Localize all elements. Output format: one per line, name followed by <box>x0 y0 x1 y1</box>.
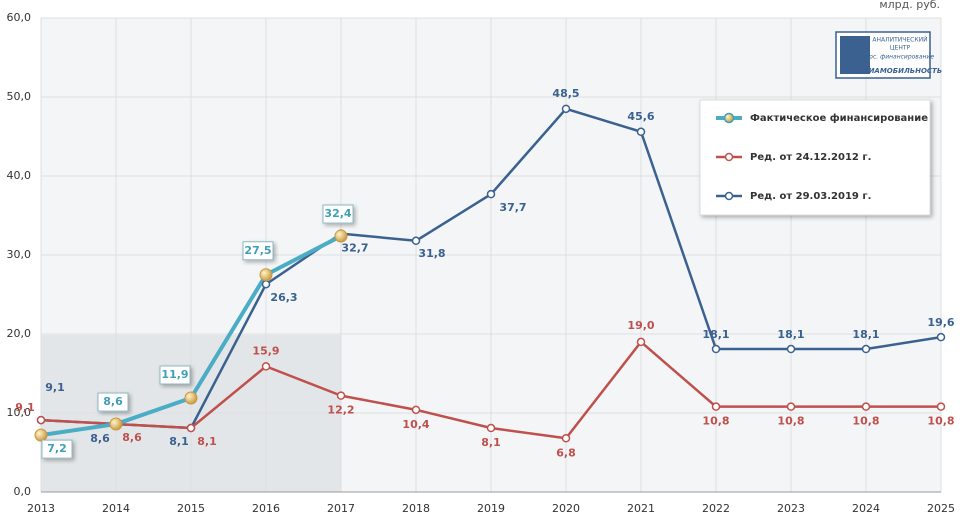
y-tick-label: 30,0 <box>7 248 32 261</box>
x-tick-label: 2020 <box>552 502 580 515</box>
data-point <box>711 344 721 354</box>
data-label: 48,5 <box>552 87 579 100</box>
data-point <box>861 344 871 354</box>
data-point <box>486 189 496 199</box>
x-tick-label: 2016 <box>252 502 280 515</box>
data-label: 8,1 <box>481 436 501 449</box>
data-point <box>936 402 946 411</box>
x-tick-label: 2024 <box>852 502 880 515</box>
data-point <box>636 337 646 347</box>
data-label: 9,1 <box>45 381 65 394</box>
legend-label: Ред. от 29.03.2019 г. <box>750 191 871 202</box>
data-label: 18,1 <box>702 328 729 341</box>
data-label: 10,8 <box>702 415 729 428</box>
y-tick-label: 50,0 <box>7 90 32 103</box>
legend-marker <box>724 191 734 201</box>
data-label: 10,8 <box>927 415 954 428</box>
data-label: 32,7 <box>341 242 368 255</box>
data-label: 19,6 <box>927 316 954 329</box>
y-tick-label: 0,0 <box>14 485 32 498</box>
legend-label: Фактическое финансирование <box>750 112 928 124</box>
data-label: 26,3 <box>270 291 297 304</box>
data-label: 15,9 <box>252 344 279 357</box>
data-point <box>259 268 273 282</box>
data-point <box>36 415 46 425</box>
data-point <box>411 236 421 246</box>
x-tick-label: 2021 <box>627 502 655 515</box>
x-tick-label: 2015 <box>177 502 205 515</box>
data-label: 9,1 <box>15 401 35 414</box>
data-label: 8,6 <box>122 431 142 444</box>
data-label: 45,6 <box>627 110 654 123</box>
legend-marker <box>723 112 735 124</box>
data-label: 12,2 <box>327 404 354 417</box>
legend-marker <box>724 152 734 162</box>
legend-label: Ред. от 24.12.2012 г. <box>750 152 871 163</box>
y-tick-label: 60,0 <box>7 11 32 24</box>
data-point <box>34 428 48 442</box>
data-label: 27,5 <box>244 244 271 257</box>
data-point <box>261 362 271 371</box>
x-tick-label: 2014 <box>102 502 130 515</box>
x-tick-label: 2013 <box>27 502 55 515</box>
x-tick-label: 2022 <box>702 502 730 515</box>
unit-label: млрд. руб. <box>879 0 940 11</box>
data-point <box>186 423 196 433</box>
data-label: 8,6 <box>103 395 123 408</box>
data-label: 11,9 <box>161 368 188 381</box>
logo-text: АВИАМОБИЛЬНОСТЬ <box>857 67 942 75</box>
data-point <box>936 332 946 342</box>
logo-text: ЦЕНТР <box>890 45 911 52</box>
y-tick-label: 10,0 <box>7 406 32 419</box>
y-tick-label: 40,0 <box>7 169 32 182</box>
data-label: 10,4 <box>402 418 429 431</box>
data-point <box>334 229 348 243</box>
label-box <box>322 204 354 224</box>
data-point <box>561 434 571 443</box>
logo-text: Гос. финансирование <box>866 54 934 61</box>
data-point <box>184 391 198 405</box>
data-point <box>486 423 496 433</box>
data-point <box>336 391 346 400</box>
data-label: 8,1 <box>197 435 217 448</box>
data-label: 18,1 <box>777 328 804 341</box>
data-point <box>411 405 421 415</box>
logo: АНАЛИТИЧЕСКИЙ ЦЕНТР Гос. финансирование … <box>835 31 942 79</box>
data-point <box>786 402 796 411</box>
data-point <box>861 402 871 411</box>
y-tick-label: 20,0 <box>7 327 32 340</box>
data-label: 10,8 <box>777 415 804 428</box>
x-tick-label: 2019 <box>477 502 505 515</box>
data-point <box>786 344 796 354</box>
data-point <box>261 279 271 289</box>
label-box <box>159 365 191 385</box>
data-label: 8,6 <box>90 432 110 445</box>
data-point <box>636 127 646 137</box>
data-point <box>711 402 721 411</box>
data-label: 7,2 <box>47 442 67 455</box>
x-tick-label: 2023 <box>777 502 805 515</box>
label-box <box>41 439 73 459</box>
label-box <box>97 392 129 412</box>
data-point <box>109 417 123 431</box>
x-tick-label: 2017 <box>327 502 355 515</box>
data-label: 32,4 <box>324 207 351 220</box>
data-point <box>561 104 571 114</box>
data-label: 8,1 <box>169 435 189 448</box>
data-label: 6,8 <box>556 446 576 459</box>
data-label: 19,0 <box>627 319 654 332</box>
data-label: 18,1 <box>852 328 879 341</box>
data-label: 31,8 <box>418 247 445 260</box>
logo-text: АНАЛИТИЧЕСКИЙ <box>872 37 927 44</box>
data-label: 10,8 <box>852 415 879 428</box>
data-label: 37,7 <box>499 201 526 214</box>
x-tick-label: 2018 <box>402 502 430 515</box>
label-box <box>242 241 274 261</box>
x-tick-label: 2025 <box>927 502 955 515</box>
